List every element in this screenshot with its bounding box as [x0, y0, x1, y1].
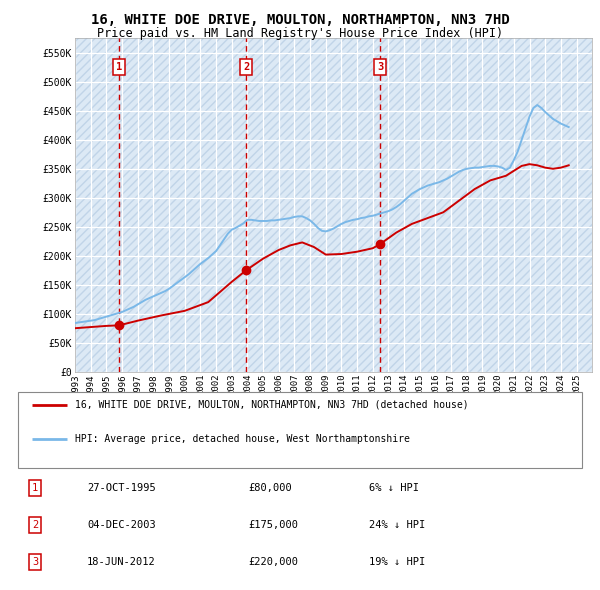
Text: 27-OCT-1995: 27-OCT-1995: [87, 483, 155, 493]
Text: 16, WHITE DOE DRIVE, MOULTON, NORTHAMPTON, NN3 7HD: 16, WHITE DOE DRIVE, MOULTON, NORTHAMPTO…: [91, 13, 509, 27]
Text: 18-JUN-2012: 18-JUN-2012: [87, 557, 155, 567]
Text: 19% ↓ HPI: 19% ↓ HPI: [369, 557, 425, 567]
Text: 3: 3: [377, 62, 383, 71]
Text: £175,000: £175,000: [248, 520, 298, 530]
Text: 2: 2: [243, 62, 249, 71]
Text: 1: 1: [116, 62, 122, 71]
Text: 6% ↓ HPI: 6% ↓ HPI: [369, 483, 419, 493]
Text: £80,000: £80,000: [248, 483, 292, 493]
Text: Price paid vs. HM Land Registry's House Price Index (HPI): Price paid vs. HM Land Registry's House …: [97, 27, 503, 40]
FancyBboxPatch shape: [18, 392, 582, 468]
Text: 3: 3: [32, 557, 38, 567]
Text: £220,000: £220,000: [248, 557, 298, 567]
Text: 16, WHITE DOE DRIVE, MOULTON, NORTHAMPTON, NN3 7HD (detached house): 16, WHITE DOE DRIVE, MOULTON, NORTHAMPTO…: [76, 399, 469, 409]
Text: 24% ↓ HPI: 24% ↓ HPI: [369, 520, 425, 530]
Text: 04-DEC-2003: 04-DEC-2003: [87, 520, 155, 530]
Text: 1: 1: [32, 483, 38, 493]
Text: HPI: Average price, detached house, West Northamptonshire: HPI: Average price, detached house, West…: [76, 434, 410, 444]
Text: 2: 2: [32, 520, 38, 530]
